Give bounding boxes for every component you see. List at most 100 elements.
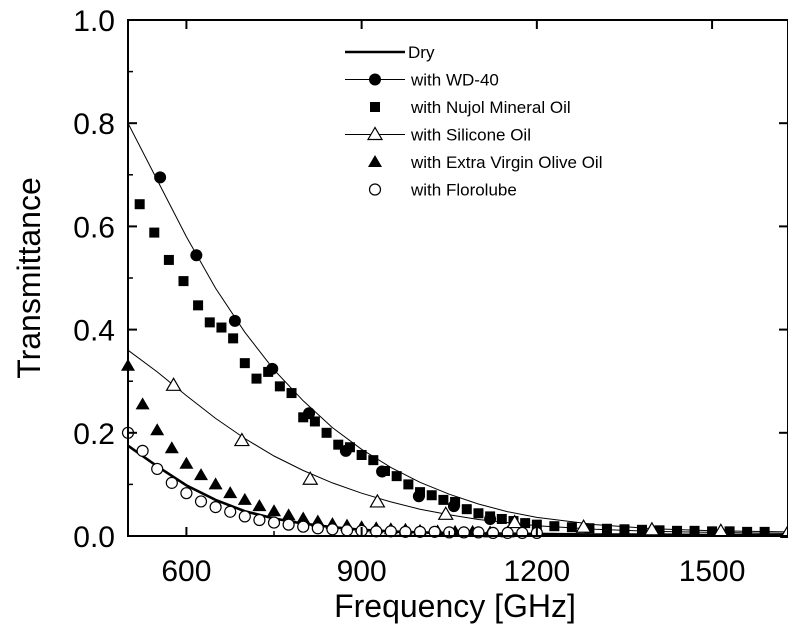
data-point [179, 456, 194, 469]
data-point [779, 524, 788, 538]
data-point [149, 227, 160, 238]
data-point [450, 496, 461, 507]
data-point [237, 492, 252, 505]
data-point [438, 494, 449, 505]
series-with-nujol-mineral-oil [134, 199, 770, 537]
data-point [136, 444, 149, 457]
data-point [253, 513, 266, 527]
legend-marker [368, 155, 382, 167]
data-point [267, 516, 281, 529]
data-point [584, 523, 595, 534]
legend-label: with WD-40 [410, 71, 499, 90]
data-point [208, 477, 223, 490]
data-point [413, 525, 427, 538]
y-tick-label: 1.0 [73, 5, 115, 38]
y-tick-label: 0.4 [73, 315, 115, 348]
legend-label: with Silicone Oil [410, 126, 531, 145]
legend-marker [366, 126, 384, 141]
data-point [296, 511, 311, 524]
data-point [302, 471, 319, 485]
legend-marker [369, 73, 381, 86]
data-point [461, 504, 472, 515]
data-point [689, 525, 700, 536]
data-point [151, 462, 164, 476]
data-point [672, 525, 683, 536]
legend: Dry with WD-40 with Nujol Mineral Oil with … [345, 43, 602, 200]
data-point [193, 300, 204, 311]
legend-entry: with WD-40 [345, 71, 499, 90]
data-point [344, 442, 355, 453]
data-point [369, 493, 386, 508]
legend-entry: with Florolube [368, 181, 517, 200]
data-point [742, 526, 753, 537]
data-point [601, 523, 612, 534]
data-point [520, 518, 531, 529]
data-point [204, 317, 215, 328]
data-point [194, 495, 208, 508]
data-point [311, 522, 324, 535]
data-point [473, 508, 484, 519]
series-line [127, 444, 788, 537]
data-point [135, 397, 150, 410]
data-point [356, 449, 367, 460]
legend-label: with Nujol Mineral Oil [410, 98, 571, 117]
axis-ticks: 600 900 1200 1500 0.0 0.2 0.4 0.6 0.8 1.0 [73, 5, 788, 588]
data-point [654, 525, 665, 536]
data-point [428, 525, 441, 538]
data-point [297, 520, 310, 533]
data-point [224, 505, 237, 518]
data-point [426, 490, 437, 501]
data-point [178, 276, 189, 287]
legend-label: Dry [408, 43, 435, 62]
y-tick-label: 0.0 [73, 521, 115, 554]
data-point [321, 427, 332, 438]
data-point [575, 519, 592, 533]
data-point [165, 377, 182, 391]
data-point [506, 514, 523, 529]
legend-entry: Dry [345, 43, 435, 62]
x-tick-label: 1200 [503, 555, 570, 588]
data-point [437, 506, 454, 520]
legend-marker [368, 183, 382, 196]
x-tick-label: 900 [337, 555, 387, 588]
data-point [636, 524, 647, 535]
data-point [759, 526, 770, 537]
data-point [239, 358, 250, 369]
legend-label: with Extra Virgin Olive Oil [410, 153, 602, 172]
data-point [391, 471, 402, 482]
data-point [368, 455, 379, 466]
data-point [134, 199, 145, 210]
x-axis-title: Frequency [GHz] [334, 588, 576, 624]
data-point [164, 441, 179, 454]
data-point [209, 501, 222, 514]
data-point [724, 526, 735, 537]
data-point [216, 322, 227, 333]
legend-entry: with Extra Virgin Olive Oil [368, 153, 602, 172]
data-point [223, 486, 238, 499]
data-point [399, 525, 412, 538]
legend-entry: with Silicone Oil [345, 126, 531, 145]
data-point [252, 499, 267, 512]
legend-entry: with Nujol Mineral Oil [370, 98, 571, 117]
data-point [267, 504, 282, 517]
legend-label: with Florolube [410, 181, 517, 200]
data-point [403, 479, 414, 490]
data-point [549, 521, 560, 532]
data-point [531, 519, 542, 530]
data-point [309, 416, 320, 427]
legend-marker [370, 102, 380, 112]
data-point [326, 523, 339, 536]
series-line [127, 122, 788, 533]
data-point [286, 388, 297, 399]
series-with-silicone-oil [127, 349, 788, 538]
data-point [251, 373, 262, 384]
data-point [190, 249, 203, 262]
y-tick-label: 0.2 [73, 418, 115, 451]
data-point [282, 518, 295, 531]
data-point [228, 314, 241, 327]
data-point [228, 333, 239, 344]
data-point [485, 511, 496, 522]
x-tick-label: 600 [161, 555, 211, 588]
data-point [150, 423, 165, 436]
